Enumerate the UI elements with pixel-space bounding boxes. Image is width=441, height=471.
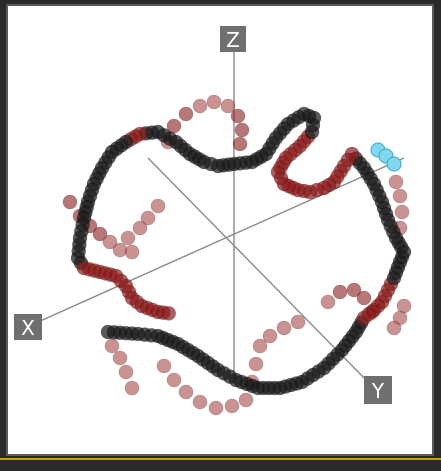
bead [356,290,372,306]
bead-chain[interactable] [62,94,412,416]
bead [166,372,182,388]
bead [224,398,240,414]
3d-viewport[interactable]: Z X Y [6,4,434,456]
bead [150,198,166,214]
bead [386,320,402,336]
bead [230,108,246,124]
bead [208,400,224,416]
bead [102,234,118,250]
bead [124,244,140,260]
bead [120,230,136,246]
y-axis-line [147,157,371,385]
bead [394,204,410,220]
x-axis-line [37,157,405,323]
x-axis-label-text: X [21,316,35,340]
bead [248,356,264,372]
bead [92,226,108,242]
bead [262,328,278,344]
bead [232,136,248,152]
bead [178,384,194,400]
bead [156,358,172,374]
bead [252,338,268,354]
bead [178,106,194,122]
bead [332,284,348,300]
bead [276,320,292,336]
bead [112,242,128,258]
bead [161,306,176,321]
bead [132,220,148,236]
bead [234,122,250,138]
bead [238,392,254,408]
z-axis-label-text: Z [226,28,240,52]
bead [112,350,128,366]
bead [192,98,208,114]
y-axis-label-text: Y [371,379,385,403]
bead [388,174,404,190]
bead [124,380,140,396]
bead [118,364,134,380]
y-axis-label: Y [364,376,392,404]
bead [320,294,336,310]
bead [392,188,408,204]
bead [140,210,156,226]
bead [62,194,78,210]
bead [206,94,222,110]
status-bar [0,458,441,471]
bead [220,98,236,114]
3d-scene[interactable]: Z X Y [8,6,432,454]
z-axis-label: Z [220,26,246,52]
bead [192,394,208,410]
x-axis-label: X [14,314,42,340]
highlighted-bead[interactable] [386,156,402,172]
bead [290,314,306,330]
bead [104,338,120,354]
bead [346,282,362,298]
